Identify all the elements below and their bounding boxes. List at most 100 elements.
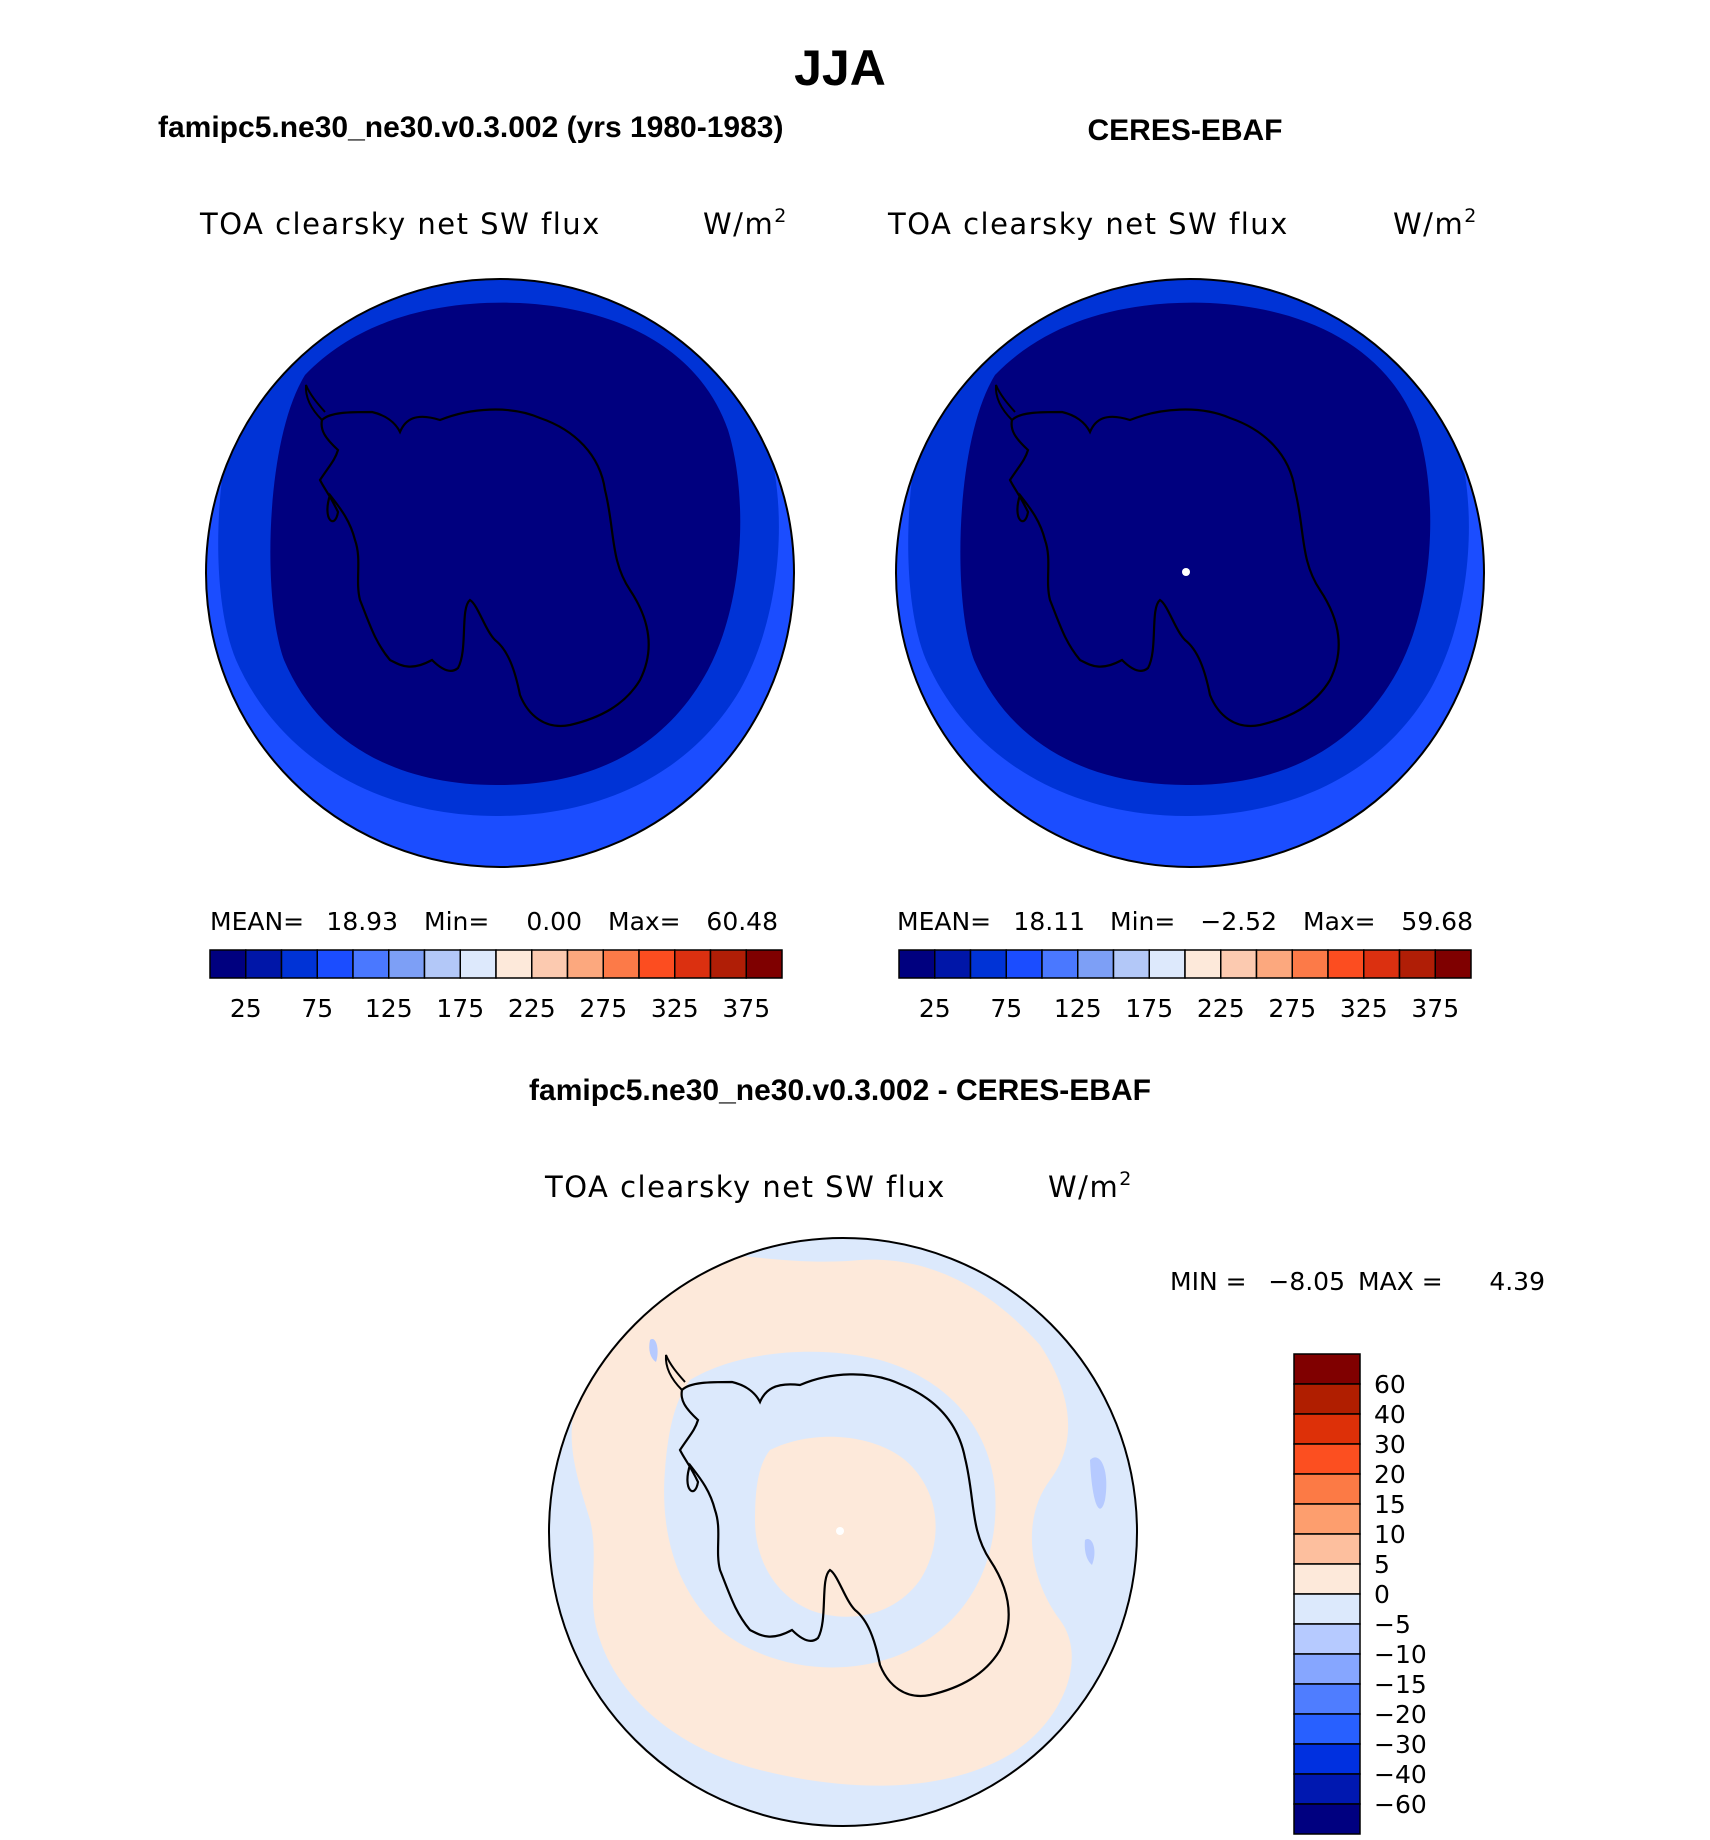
diff-colorbar-swatch: [1293, 1713, 1361, 1745]
right-colorbar-tick-label: 375: [1411, 994, 1459, 1023]
diff-colorbar-swatch: [1293, 1743, 1361, 1775]
diff-max-label: MAX =: [1358, 1267, 1443, 1296]
diff-colorbar-swatch: [1293, 1653, 1361, 1685]
left-colorbar-tick-label: 125: [365, 994, 413, 1023]
left-colorbar-swatch: [674, 949, 712, 979]
left-min-label: Min=: [424, 907, 489, 936]
left-colorbar-swatch: [638, 949, 676, 979]
left-colorbar-swatch: [423, 949, 461, 979]
diff-map-neg-patch-east: [1090, 1457, 1107, 1509]
right-colorbar-swatch: [1327, 949, 1365, 979]
left-colorbar-swatch: [709, 949, 747, 979]
right-pole-marker: [1182, 568, 1190, 576]
left-map-border: [205, 278, 795, 868]
right-colorbar-tick-label: 25: [919, 994, 951, 1023]
left-colorbar-swatch: [495, 949, 533, 979]
diff-colorbar-swatch: [1293, 1563, 1361, 1595]
right-colorbar-swatch: [1363, 949, 1401, 979]
diff-colorbar-swatch: [1293, 1593, 1361, 1625]
right-colorbar-swatch: [1184, 949, 1222, 979]
diff-pole-marker: [836, 1527, 844, 1535]
diff-colorbar-swatch: [1293, 1803, 1361, 1835]
right-max-value: 59.68: [1401, 907, 1473, 936]
diff-min-value: −8.05: [1268, 1267, 1345, 1296]
left-colorbar-swatch: [280, 949, 318, 979]
diff-map: [549, 1238, 1137, 1826]
left-colorbar-swatch: [352, 949, 390, 979]
right-colorbar-swatch: [1255, 949, 1293, 979]
left-colorbar-swatch: [388, 949, 426, 979]
right-coastline: [1008, 408, 1340, 728]
left-map: [206, 279, 794, 867]
right-min-label: Min=: [1110, 907, 1175, 936]
left-colorbar-tick-label: 325: [651, 994, 699, 1023]
diff-colorbar: [1293, 1353, 1361, 1835]
diff-colorbar-tick-label: −60: [1374, 1790, 1427, 1819]
left-field-name: TOA clearsky net SW flux: [199, 207, 601, 241]
right-mean-value: 18.11: [1013, 907, 1085, 936]
diff-minmax: MIN = −8.05 MAX = 4.39: [1170, 1267, 1545, 1296]
left-mean-value: 18.93: [326, 907, 398, 936]
right-colorbar-swatch: [969, 949, 1007, 979]
right-map: [896, 279, 1484, 867]
diff-colorbar-tick-label: 0: [1374, 1580, 1390, 1609]
left-colorbar-swatch: [531, 949, 569, 979]
diff-colorbar-swatch: [1293, 1683, 1361, 1715]
right-colorbar-swatch: [1220, 949, 1258, 979]
diff-colorbar-swatch: [1293, 1503, 1361, 1535]
left-stats: MEAN= 18.93 Min= 0.00 Max= 60.48: [210, 907, 778, 936]
left-colorbar-swatch: [566, 949, 604, 979]
left-colorbar-tick-label: 175: [436, 994, 484, 1023]
left-colorbar-labels: 25 75 125 175 225 275 325 375: [230, 994, 770, 1023]
left-max-label: Max=: [608, 907, 681, 936]
left-colorbar-swatch: [459, 949, 497, 979]
right-colorbar-tick-label: 175: [1125, 994, 1173, 1023]
diff-colorbar-tick-label: 10: [1374, 1520, 1406, 1549]
diff-colorbar-tick-label: 30: [1374, 1430, 1406, 1459]
diff-colorbar-tick-label: 60: [1374, 1370, 1406, 1399]
right-colorbar-tick-label: 75: [990, 994, 1022, 1023]
left-mean-label: MEAN=: [210, 907, 304, 936]
right-max-label: Max=: [1303, 907, 1376, 936]
right-colorbar: [898, 949, 1472, 979]
left-max-value: 60.48: [706, 907, 778, 936]
diff-map-neg-patch-west: [649, 1339, 658, 1362]
diff-field-name: TOA clearsky net SW flux: [544, 1170, 946, 1204]
diff-colorbar-tick-label: −30: [1374, 1730, 1427, 1759]
left-colorbar-swatch: [209, 949, 247, 979]
right-colorbar-swatch: [1005, 949, 1043, 979]
right-field-name: TOA clearsky net SW flux: [887, 207, 1289, 241]
diff-colorbar-swatch: [1293, 1773, 1361, 1805]
right-colorbar-tick-label: 325: [1340, 994, 1388, 1023]
right-colorbar-swatch: [1112, 949, 1150, 979]
right-stats: MEAN= 18.11 Min= −2.52 Max= 59.68: [897, 907, 1473, 936]
diff-colorbar-swatch: [1293, 1353, 1361, 1385]
right-colorbar-swatch: [1291, 949, 1329, 979]
left-colorbar-swatch: [745, 949, 783, 979]
left-coastline: [318, 408, 650, 728]
figure-title: JJA: [794, 40, 886, 96]
diff-units: W/m2: [1048, 1168, 1133, 1204]
diff-min-label: MIN =: [1170, 1267, 1247, 1296]
diff-panel-title: famipc5.ne30_ne30.v0.3.002 - CERES-EBAF: [529, 1074, 1151, 1107]
diff-peninsula: [664, 1354, 686, 1391]
diff-colorbar-tick-label: 5: [1374, 1550, 1390, 1579]
left-colorbar-tick-label: 225: [508, 994, 556, 1023]
diff-colorbar-swatch: [1293, 1623, 1361, 1655]
right-peninsula: [994, 384, 1016, 421]
left-panel-title: famipc5.ne30_ne30.v0.3.002 (yrs 1980-198…: [158, 111, 783, 144]
right-colorbar-labels: 25 75 125 175 225 275 325 375: [919, 994, 1459, 1023]
diff-map-neg-patch-east2: [1084, 1539, 1095, 1565]
left-colorbar: [209, 949, 783, 979]
right-units: W/m2: [1393, 205, 1478, 241]
diff-colorbar-tick-label: −10: [1374, 1640, 1427, 1669]
right-colorbar-swatch: [1398, 949, 1436, 979]
left-colorbar-tick-label: 375: [722, 994, 770, 1023]
right-map-border: [895, 278, 1485, 868]
diff-colorbar-tick-label: 15: [1374, 1490, 1406, 1519]
right-mean-label: MEAN=: [897, 907, 991, 936]
diff-map-positive-inner: [755, 1436, 936, 1617]
left-map-level-inner: [270, 302, 741, 786]
